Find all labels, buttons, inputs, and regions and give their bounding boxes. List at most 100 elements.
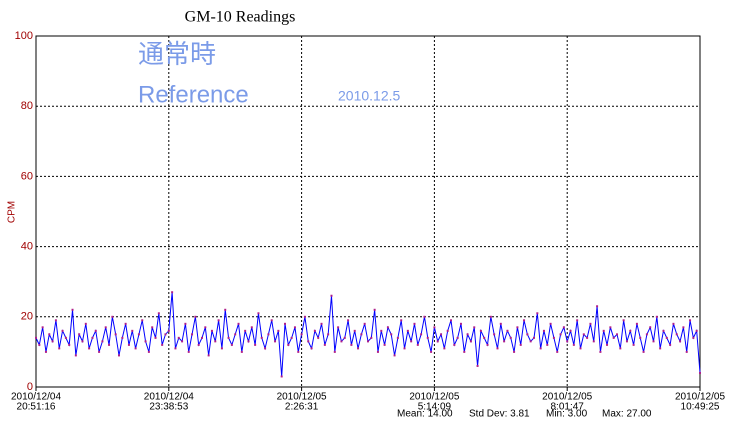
data-point: [493, 333, 496, 336]
data-point: [337, 326, 340, 329]
data-point: [446, 329, 449, 332]
data-point: [390, 333, 393, 336]
data-point: [157, 312, 160, 315]
data-point: [665, 336, 668, 339]
data-point: [376, 350, 379, 353]
data-point: [483, 336, 486, 339]
data-point: [695, 329, 698, 332]
data-point: [685, 350, 688, 353]
x-tick-time: 2:26:31: [285, 402, 319, 413]
data-point: [118, 354, 120, 357]
data-point: [662, 329, 665, 332]
data-point: [629, 329, 632, 332]
stat: Mean: 14.00: [397, 409, 453, 420]
data-point: [254, 343, 257, 346]
data-point: [197, 343, 200, 346]
data-point: [549, 322, 552, 325]
data-point: [217, 319, 220, 322]
data-point: [257, 312, 260, 315]
data-point: [137, 333, 140, 336]
data-point: [576, 319, 579, 322]
data-point: [310, 347, 313, 350]
data-point: [526, 333, 529, 336]
data-point: [523, 319, 526, 322]
y-tick-label: 0: [27, 381, 33, 393]
data-point: [58, 347, 61, 350]
data-point: [164, 333, 167, 336]
data-point: [463, 350, 466, 353]
data-point: [320, 322, 323, 325]
data-point: [237, 322, 240, 325]
data-point: [496, 347, 499, 350]
data-point: [181, 340, 184, 343]
data-point: [111, 315, 114, 318]
data-point: [121, 336, 124, 339]
data-point: [450, 319, 452, 322]
data-point: [297, 350, 300, 353]
data-point: [403, 347, 406, 350]
data-point: [410, 340, 413, 343]
data-point: [264, 347, 267, 350]
data-point: [290, 336, 293, 339]
data-point: [284, 322, 286, 325]
data-point: [416, 343, 419, 346]
data-point: [619, 347, 622, 350]
data-point: [114, 333, 117, 336]
data-point: [161, 343, 164, 346]
data-point: [38, 343, 41, 346]
data-point: [586, 336, 589, 339]
data-point: [71, 308, 74, 311]
data-point: [127, 343, 130, 346]
data-point: [81, 340, 84, 343]
y-tick-label: 100: [15, 30, 33, 42]
data-point: [572, 343, 575, 346]
data-point: [44, 350, 47, 353]
data-point: [479, 329, 482, 332]
data-point: [513, 350, 516, 353]
data-point: [167, 329, 170, 332]
data-point: [220, 347, 223, 350]
data-point: [659, 347, 662, 350]
data-point: [184, 322, 187, 325]
data-point: [503, 340, 506, 343]
data-point: [204, 326, 207, 329]
data-point: [293, 326, 296, 329]
data-point: [393, 354, 396, 357]
data-point: [579, 347, 582, 350]
data-point: [274, 340, 277, 343]
data-point: [533, 336, 535, 339]
data-point: [602, 329, 605, 332]
data-point: [582, 333, 585, 336]
data-point: [546, 343, 549, 346]
data-point: [340, 340, 343, 343]
data-point: [54, 319, 57, 322]
data-point: [589, 322, 592, 325]
data-point: [357, 347, 360, 350]
y-tick-label: 80: [21, 100, 33, 112]
data-point: [303, 315, 306, 318]
data-point: [542, 329, 545, 332]
data-point: [240, 350, 243, 353]
data-point: [519, 343, 522, 346]
data-point: [48, 333, 51, 336]
x-tick-label: 2010/12/05: [675, 392, 725, 403]
data-point: [423, 315, 426, 318]
data-point: [655, 315, 658, 318]
data-point: [270, 319, 273, 322]
data-point: [625, 340, 628, 343]
data-point: [436, 340, 439, 343]
data-point: [98, 350, 101, 353]
data-point: [360, 333, 363, 336]
data-point: [210, 329, 213, 332]
data-point: [476, 364, 479, 367]
data-point: [353, 329, 356, 332]
data-point: [679, 340, 682, 343]
data-point: [433, 326, 436, 329]
data-point: [639, 336, 642, 339]
data-point: [559, 333, 562, 336]
data-point: [244, 329, 247, 332]
data-point: [616, 333, 618, 336]
data-point: [652, 340, 655, 343]
